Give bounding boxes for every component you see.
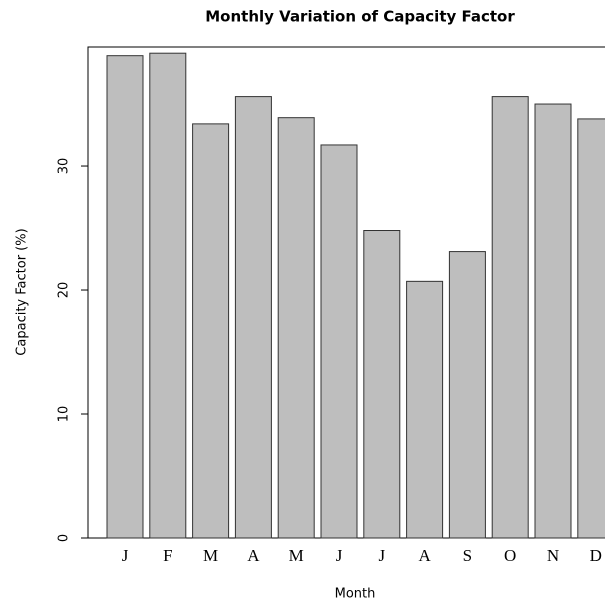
bar: [406, 280, 444, 539]
y-tick-label: 10: [57, 406, 72, 423]
x-tick-label: A: [247, 546, 260, 565]
bar: [320, 144, 358, 539]
x-axis-label: Month: [335, 587, 376, 602]
chart-title: Monthly Variation of Capacity Factor: [205, 8, 515, 26]
x-tick-label: J: [336, 546, 343, 565]
y-axis-label: Capacity Factor (%): [15, 228, 30, 355]
bar: [149, 52, 187, 539]
bar: [234, 96, 272, 539]
bar: [491, 96, 529, 539]
bar: [192, 123, 230, 539]
x-tick-label: J: [378, 546, 385, 565]
x-tick-label: O: [504, 546, 516, 565]
bar: [448, 251, 486, 539]
y-tick-label: 0: [57, 534, 72, 542]
x-tick-label: S: [463, 546, 472, 565]
x-tick-label: M: [289, 546, 304, 565]
x-tick-label: N: [547, 546, 559, 565]
y-tick-label: 20: [57, 282, 72, 299]
x-tick-label: M: [203, 546, 218, 565]
x-tick-label: D: [590, 546, 602, 565]
x-tick-label: J: [122, 546, 129, 565]
x-tick-label: A: [418, 546, 431, 565]
bar: [363, 230, 401, 539]
bar: [577, 118, 605, 539]
x-tick-label: F: [163, 546, 172, 565]
bar: [277, 117, 315, 539]
bar: [106, 55, 144, 539]
bar: [534, 103, 572, 539]
y-tick-label: 30: [57, 158, 72, 175]
